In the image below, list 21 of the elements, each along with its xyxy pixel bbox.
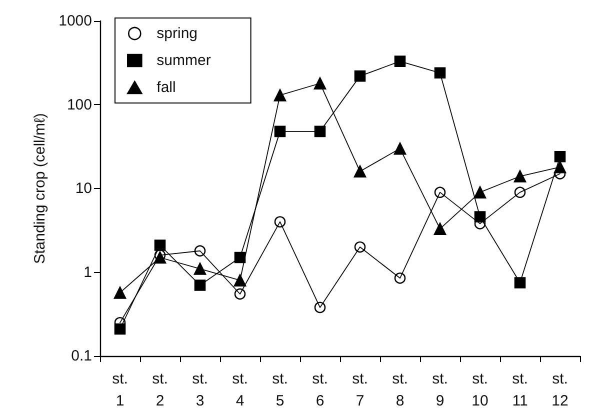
y-tick-label: 0.1 (71, 348, 92, 364)
y-tick-label: 1000 (58, 12, 92, 30)
x-tick-label: st. 1 (112, 370, 128, 410)
y-axis-title: Standing crop (cell/mℓ) (32, 113, 49, 264)
x-tick-label: st. 11 (512, 370, 528, 410)
legend-label: spring (156, 25, 198, 42)
legend-label: fall (156, 79, 176, 96)
x-tick-label: st. 6 (312, 370, 328, 410)
y-tick-label: 100 (66, 96, 92, 114)
x-tick-label: st. 2 (152, 370, 168, 410)
legend-label: summer (156, 52, 211, 69)
x-tick-label: st. 4 (232, 370, 248, 410)
x-tick-label: st. 8 (392, 370, 408, 410)
x-tick-label: st. 7 (352, 370, 368, 410)
x-tick-label: st. 5 (272, 370, 288, 410)
x-tick-label: st. 12 (552, 370, 568, 410)
x-tick-label: st. 10 (472, 370, 488, 410)
x-tick-label: st. 9 (432, 370, 448, 410)
y-tick-label: 1 (84, 264, 92, 281)
x-tick-label: st. 3 (192, 370, 208, 410)
y-tick-label: 10 (75, 180, 92, 197)
